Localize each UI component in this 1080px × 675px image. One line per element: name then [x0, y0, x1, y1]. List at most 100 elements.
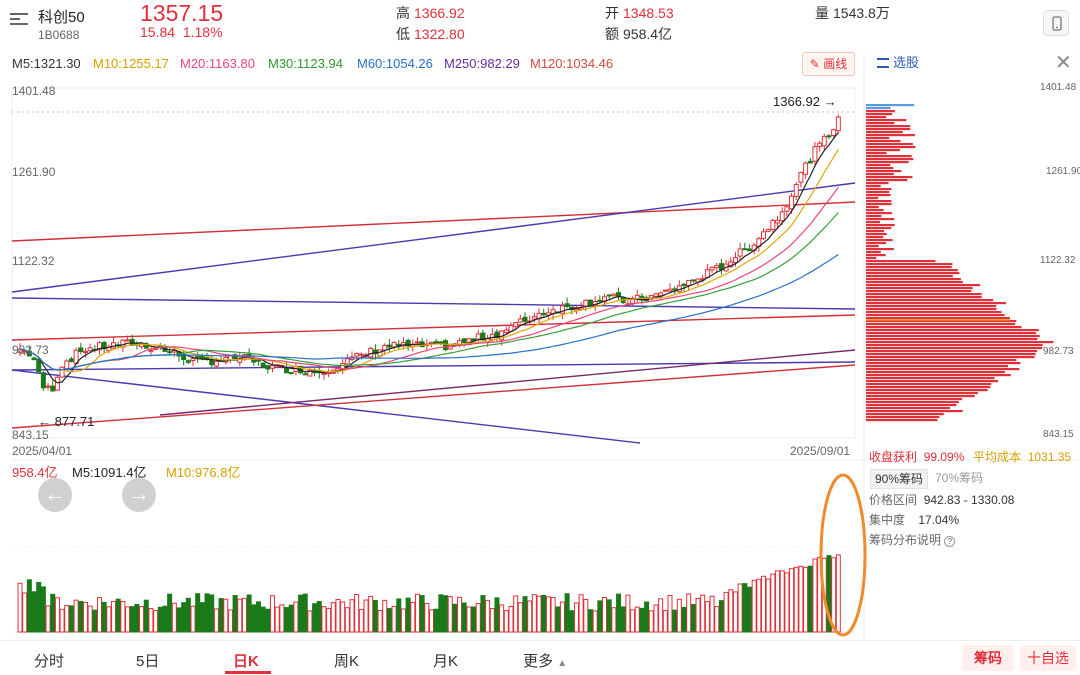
candle-body — [807, 160, 813, 164]
left-tick-2: 1261.90 — [12, 165, 56, 179]
chip-bar — [866, 407, 950, 410]
trend-line — [11, 297, 856, 310]
tab-70-chips[interactable]: 70%筹码 — [934, 471, 984, 485]
volume-bar — [274, 606, 280, 633]
volume-bar — [616, 593, 622, 633]
volume-bar — [218, 598, 224, 633]
menu-icon[interactable] — [10, 12, 28, 26]
chip-bar — [866, 206, 879, 209]
volume-bar — [536, 595, 542, 633]
candle-body — [480, 332, 486, 341]
volume-bar — [255, 601, 261, 633]
chips-button[interactable]: 筹码 — [962, 645, 1014, 671]
stock-picker-button[interactable]: 选股 — [877, 52, 919, 71]
trend-line — [11, 182, 856, 293]
volume-bar — [447, 596, 453, 633]
volume-bar — [602, 597, 608, 633]
volume-bar — [125, 606, 131, 633]
volume-bar — [288, 604, 294, 633]
chart-annotations — [819, 473, 867, 637]
chip-bar — [866, 161, 909, 164]
volume-bar — [386, 608, 392, 633]
volume-bar — [307, 610, 313, 633]
volume-bar — [531, 594, 537, 633]
chip-bar — [866, 311, 1002, 314]
volume-bar — [363, 599, 369, 633]
tab-more[interactable]: 更多 ▲ — [523, 650, 567, 671]
volume-bar — [704, 601, 710, 633]
landscape-toggle-button[interactable] — [1043, 10, 1069, 36]
candle-body — [541, 312, 547, 316]
volume-bar — [742, 583, 748, 633]
volume-bar — [527, 600, 533, 633]
volume-bar — [82, 601, 88, 633]
chip-help-link[interactable]: 筹码分布说明 ? — [869, 531, 956, 548]
chip-bar — [866, 158, 914, 161]
high-label: 高 — [396, 5, 410, 21]
chip-bar — [866, 353, 1036, 356]
chip-bar — [866, 113, 893, 116]
candle-body — [260, 362, 266, 368]
tab-weekly-k[interactable]: 周K — [334, 653, 360, 670]
volume-bar — [653, 604, 659, 633]
volume-bar — [26, 579, 32, 633]
candle-body — [213, 360, 219, 367]
volume-bar — [45, 605, 51, 633]
candle-body — [321, 372, 327, 375]
chip-bar — [866, 143, 913, 146]
chip-bar — [866, 110, 895, 113]
candle-body — [288, 372, 294, 375]
volume-bar — [92, 609, 98, 633]
scroll-right-button[interactable]: → — [122, 478, 156, 512]
avg-cost-label: 平均成本 — [973, 450, 1022, 464]
list-icon — [877, 58, 889, 68]
ma-line — [19, 253, 839, 371]
high-marker-value: 1366.92 — [773, 94, 820, 109]
chip-bar — [866, 137, 890, 140]
arrow-right-icon: → — [128, 481, 150, 506]
candle-body — [26, 350, 32, 357]
close-icon[interactable]: ✕ — [1055, 52, 1072, 74]
candle-body — [765, 228, 771, 232]
candle-body — [587, 299, 593, 306]
chip-bar — [866, 416, 940, 419]
chip-bar — [866, 200, 892, 203]
candle-body — [503, 329, 509, 334]
volume-bar — [129, 606, 135, 633]
candle-body — [171, 350, 177, 353]
candle-body — [59, 366, 65, 378]
amount-label: 额 — [605, 26, 619, 42]
tab-monthly-k[interactable]: 月K — [433, 653, 459, 670]
chip-bar — [866, 134, 915, 137]
candle-body — [564, 303, 570, 308]
chip-bar — [866, 176, 913, 179]
add-watchlist-button[interactable]: 十自选 — [1020, 645, 1076, 671]
open-value: 1348.53 — [623, 5, 674, 21]
chip-bar — [866, 236, 884, 239]
chip-bar — [866, 239, 893, 242]
candle-body — [372, 349, 378, 355]
tab-90-chips[interactable]: 90%筹码 — [870, 469, 928, 489]
open-label: 开 — [605, 5, 619, 21]
low-label: 低 — [396, 26, 410, 42]
volume-bar — [326, 607, 332, 633]
volume-bar — [120, 600, 126, 633]
chip-bar — [866, 203, 892, 206]
chip-bar — [866, 347, 1043, 350]
volume-bar — [765, 578, 771, 633]
tab-5day[interactable]: 5日 — [136, 653, 160, 670]
candle-body — [307, 369, 313, 377]
tab-daily-k[interactable]: 日K — [233, 653, 259, 670]
draw-line-button[interactable]: ✎ 画线 — [802, 52, 855, 76]
volume-bar — [471, 606, 477, 633]
left-tick-5: 843.15 — [12, 428, 49, 442]
trend-lines — [11, 182, 856, 444]
volume-bar — [115, 598, 121, 633]
ma120-label: M120:1034.46 — [530, 56, 614, 71]
ma250-label: M250:982.29 — [444, 56, 520, 71]
kline-chart[interactable] — [0, 0, 1080, 640]
volume-bar — [344, 607, 350, 633]
tab-intraday[interactable]: 分时 — [34, 653, 65, 670]
scroll-left-button[interactable]: ← — [38, 478, 72, 512]
chip-bar — [866, 266, 952, 269]
